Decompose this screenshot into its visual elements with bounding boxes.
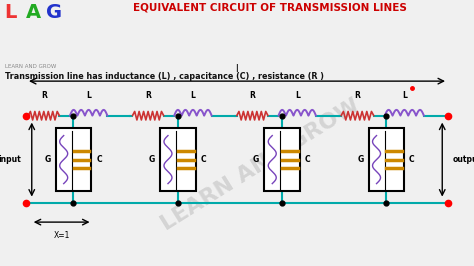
Text: L: L bbox=[5, 3, 17, 22]
Text: C: C bbox=[305, 155, 310, 164]
Text: G: G bbox=[149, 155, 155, 164]
Text: R: R bbox=[145, 91, 151, 100]
Text: R: R bbox=[355, 91, 360, 100]
Text: l: l bbox=[236, 64, 238, 74]
Text: X=1: X=1 bbox=[54, 231, 70, 240]
Text: G: G bbox=[46, 3, 63, 22]
Text: L: L bbox=[295, 91, 300, 100]
Text: G: G bbox=[357, 155, 364, 164]
Text: A: A bbox=[26, 3, 41, 22]
Text: output: output bbox=[453, 155, 474, 164]
Text: R: R bbox=[41, 91, 47, 100]
Text: C: C bbox=[409, 155, 415, 164]
Text: L: L bbox=[402, 91, 407, 100]
Bar bbox=[264, 128, 300, 191]
Text: L: L bbox=[86, 91, 91, 100]
Text: LEARN AND GROW: LEARN AND GROW bbox=[158, 95, 364, 234]
Text: G: G bbox=[253, 155, 259, 164]
Text: C: C bbox=[201, 155, 206, 164]
Text: EQUIVALENT CIRCUIT OF TRANSMISSION LINES: EQUIVALENT CIRCUIT OF TRANSMISSION LINES bbox=[133, 3, 407, 13]
Bar bbox=[160, 128, 196, 191]
Text: Transmission line has inductance (L) , capacitance (C) , resistance (R ): Transmission line has inductance (L) , c… bbox=[5, 72, 324, 81]
Text: G: G bbox=[45, 155, 51, 164]
Text: C: C bbox=[96, 155, 102, 164]
Bar bbox=[368, 128, 404, 191]
Text: input: input bbox=[0, 155, 21, 164]
Text: R: R bbox=[249, 91, 255, 100]
Text: LEARN AND GROW: LEARN AND GROW bbox=[5, 64, 56, 69]
Text: L: L bbox=[191, 91, 195, 100]
Bar bbox=[56, 128, 91, 191]
